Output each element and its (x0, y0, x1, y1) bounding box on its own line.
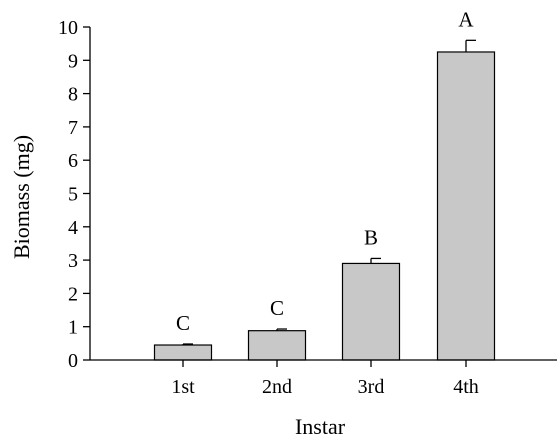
x-tick-label-4th: 4th (453, 376, 479, 398)
y-tick-label: 0 (68, 350, 78, 372)
y-axis: 0 1 2 3 4 5 6 7 8 9 10 (58, 17, 91, 372)
x-tick-label-3rd: 3rd (358, 376, 385, 398)
y-tick-label: 9 (68, 50, 78, 72)
bar-3rd (341, 262, 401, 361)
significance-letter-2nd: C (270, 296, 284, 320)
x-axis: 1st 2nd 3rd 4th (90, 359, 557, 398)
y-tick-label: 6 (68, 150, 78, 172)
y-tick-label: 1 (68, 317, 78, 339)
x-tick-label-2nd: 2nd (262, 376, 292, 398)
y-tick-label: 8 (68, 84, 78, 106)
bar-2nd (247, 330, 307, 361)
x-axis-title: Instar (295, 414, 346, 439)
y-tick-label: 5 (68, 184, 78, 206)
y-tick-label: 3 (68, 250, 78, 272)
y-tick-label: 2 (68, 283, 78, 305)
bar-4th (436, 51, 496, 361)
significance-letter-3rd: B (364, 225, 378, 249)
bars: C C B A (153, 7, 496, 361)
bar-1st (153, 344, 213, 361)
y-tick-label: 4 (68, 217, 78, 239)
y-tick-label: 10 (58, 17, 78, 39)
x-tick-label-1st: 1st (171, 376, 195, 398)
y-tick-label: 7 (68, 117, 78, 139)
significance-letter-4th: A (458, 7, 474, 31)
significance-letter-1st: C (176, 311, 190, 335)
y-axis-title: Biomass (mg) (9, 135, 34, 259)
